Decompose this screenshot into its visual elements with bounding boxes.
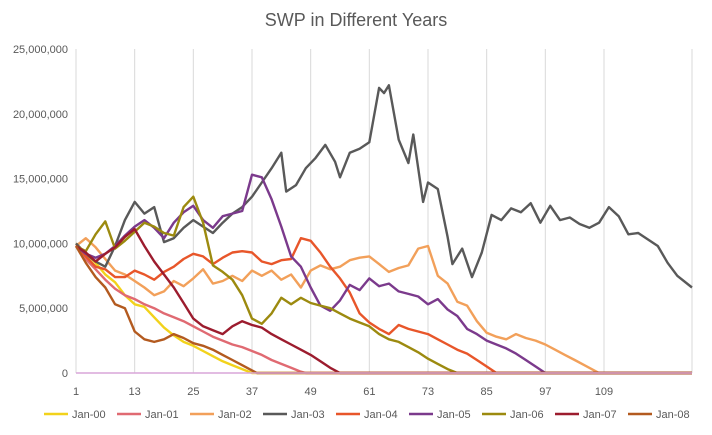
series-line-jan-06 xyxy=(75,195,692,375)
legend-label-jan-08: Jan-08 xyxy=(656,409,690,421)
x-tick-label-2: 25 xyxy=(187,386,199,398)
legend-label-jan-04: Jan-04 xyxy=(364,409,398,421)
series-line-jan-07 xyxy=(75,227,692,375)
grid-lines xyxy=(75,49,693,373)
series-line-jan-01 xyxy=(75,245,692,375)
y-axis-ticks: 0 5,000,000 10,000,000 15,000,000 20,000,000… xyxy=(13,44,68,380)
series-line-jan-00 xyxy=(75,242,692,375)
legend-label-jan-05: Jan-05 xyxy=(437,409,471,421)
x-tick-label-7: 85 xyxy=(481,386,493,398)
legend: Jan-00 Jan-01 Jan-02 Jan-03 Jan-04 Jan-05 Jan-… xyxy=(44,409,690,421)
y-tick-label-5: 25,000,000 xyxy=(13,44,68,56)
y-tick-label-2: 10,000,000 xyxy=(13,238,68,250)
x-tick-label-0: 1 xyxy=(73,386,79,398)
y-tick-label-0: 0 xyxy=(62,368,68,380)
x-tick-label-6: 73 xyxy=(422,386,434,398)
legend-label-jan-07: Jan-07 xyxy=(583,409,617,421)
x-tick-label-1: 13 xyxy=(129,386,141,398)
x-axis-ticks: 1 13 25 37 49 61 73 85 97 109 xyxy=(73,386,613,398)
chart-title: SWP in Different Years xyxy=(264,10,448,30)
legend-label-jan-00: Jan-00 xyxy=(72,409,106,421)
x-tick-label-9: 109 xyxy=(595,386,613,398)
series-line-jan-08 xyxy=(74,245,692,375)
series-line-jan-03 xyxy=(75,84,693,289)
x-tick-label-3: 37 xyxy=(246,386,258,398)
y-tick-label-4: 20,000,000 xyxy=(13,109,68,121)
series-line-jan-02 xyxy=(75,237,692,375)
y-tick-label-3: 15,000,000 xyxy=(13,174,68,186)
legend-label-jan-02: Jan-02 xyxy=(218,409,252,421)
x-tick-label-4: 49 xyxy=(305,386,317,398)
legend-label-jan-06: Jan-06 xyxy=(510,409,544,421)
series-line-jan-05 xyxy=(75,173,692,375)
series-line-jan-04 xyxy=(75,237,692,375)
x-tick-label-5: 61 xyxy=(363,386,375,398)
x-tick-label-8: 97 xyxy=(539,386,551,398)
series-lines xyxy=(74,84,693,375)
y-tick-label-1: 5,000,000 xyxy=(19,303,68,315)
legend-label-jan-03: Jan-03 xyxy=(291,409,325,421)
legend-label-jan-01: Jan-01 xyxy=(145,409,179,421)
